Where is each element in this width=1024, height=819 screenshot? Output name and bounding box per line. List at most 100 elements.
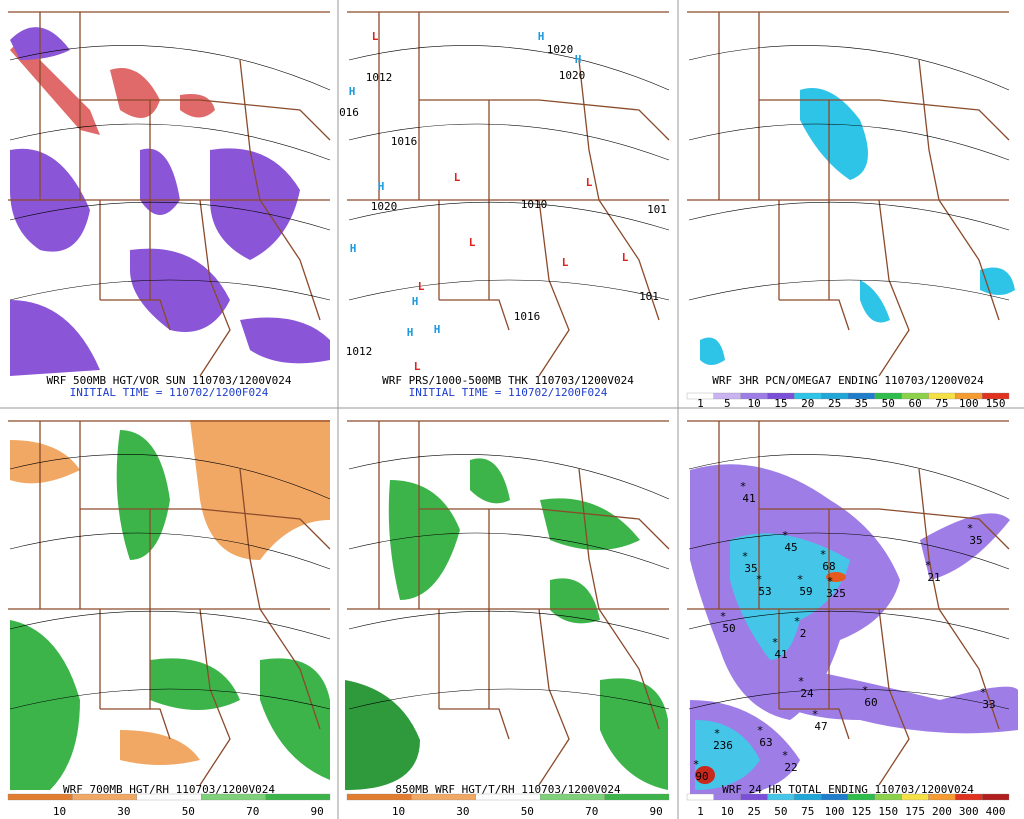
state-border: [439, 299, 510, 331]
colorbar-label: 400: [986, 805, 1006, 818]
station-star: *: [782, 529, 789, 542]
state-border: [259, 608, 321, 730]
colorbar-bin: [821, 793, 849, 801]
contour: [688, 454, 1010, 500]
station-total: 41: [774, 648, 787, 661]
contour: [9, 201, 331, 231]
colorbar-label: 75: [935, 397, 948, 410]
contour: [688, 45, 1010, 91]
colorbar-bin: [265, 793, 331, 801]
station-star: *: [714, 727, 721, 740]
contour: [688, 201, 1010, 231]
station-total: 45: [784, 541, 797, 554]
colorbar-bin: [901, 793, 929, 801]
station-total: 22: [784, 761, 797, 774]
contour: [688, 279, 1010, 301]
isobar-label: 1016: [514, 310, 541, 323]
colorbar-label: 175: [905, 805, 925, 818]
state-outlines: [8, 11, 1010, 786]
state-border: [199, 608, 231, 786]
state-border: [878, 508, 1010, 550]
state-border: [878, 99, 1010, 141]
colorbar-label: 25: [828, 397, 841, 410]
panel-caption: WRF 700MB HGT/RH 110703/1200V024: [63, 783, 275, 796]
low-marker: L: [562, 256, 569, 269]
colorbar-label: 1: [697, 805, 704, 818]
station-star: *: [862, 684, 869, 697]
state-border: [779, 708, 850, 740]
isobar-label: 1010: [521, 198, 548, 211]
contour: [348, 201, 670, 231]
colorbar-label: 50: [774, 805, 787, 818]
colorbar-bin: [847, 793, 875, 801]
colorbar-bin: [346, 793, 412, 801]
isobar-label: 1020: [559, 69, 586, 82]
contour: [348, 45, 670, 91]
isobar-label: 101: [639, 290, 659, 303]
colorbar-bin: [475, 793, 541, 801]
high-marker: H: [538, 30, 545, 43]
state-border: [239, 468, 261, 610]
state-border: [439, 708, 510, 740]
contour: [9, 45, 331, 91]
isobar-label: 1020: [547, 43, 574, 56]
station-total: 59: [799, 585, 812, 598]
colorbar-bin: [740, 793, 768, 801]
colorbar-label: 90: [649, 805, 662, 818]
contour: [348, 279, 670, 301]
station-star: *: [756, 573, 763, 586]
panel-caption: WRF 500MB HGT/VOR SUN 110703/1200V024: [46, 374, 291, 387]
panel-subcaption: INITIAL TIME = 110702/1200F024: [409, 386, 608, 399]
contour: [348, 688, 670, 710]
station-total: 35: [744, 562, 757, 575]
station-total: 47: [814, 720, 827, 733]
station-star: *: [740, 480, 747, 493]
isobar-label: 1012: [366, 71, 393, 84]
colorbar-label: 10: [392, 805, 405, 818]
high-marker: H: [349, 85, 356, 98]
contour: [348, 123, 670, 161]
colorbar-bin: [928, 793, 956, 801]
station-total: 325: [826, 587, 846, 600]
colorbar-bin: [874, 793, 902, 801]
state-border: [538, 199, 570, 377]
contour: [348, 454, 670, 500]
low-marker: L: [418, 280, 425, 293]
isobar-label: 1012: [346, 345, 373, 358]
station-total: 63: [759, 736, 772, 749]
colorbar-label: 70: [585, 805, 598, 818]
colorbar-bin: [982, 793, 1010, 801]
state-border: [578, 59, 600, 201]
colorbar-label: 50: [521, 805, 534, 818]
station-total: 24: [800, 687, 814, 700]
station-total: 53: [758, 585, 771, 598]
low-marker: L: [414, 360, 421, 373]
colorbar-label: 20: [801, 397, 814, 410]
panel-caption: 850MB WRF HGT/T/RH 110703/1200V024: [395, 783, 621, 796]
station-total: 68: [822, 560, 835, 573]
station-total: 60: [864, 696, 877, 709]
contour: [9, 123, 331, 161]
low-marker: L: [372, 30, 379, 43]
station-star: *: [693, 758, 700, 771]
panel-caption: WRF PRS/1000-500MB THK 110703/1200V024: [382, 374, 634, 387]
contour: [9, 610, 331, 640]
high-marker: H: [350, 242, 357, 255]
station-total: 33: [982, 698, 995, 711]
station-star: *: [925, 559, 932, 572]
state-border: [538, 99, 670, 141]
high-marker: H: [575, 53, 582, 66]
contour: [9, 279, 331, 301]
station-total: 21: [927, 571, 940, 584]
isobar-label: 016: [339, 106, 359, 119]
colorbar-label: 25: [747, 805, 760, 818]
station-total: 90: [695, 770, 708, 783]
colorbar-bin: [686, 793, 714, 801]
colorbar-label: 30: [117, 805, 130, 818]
state-border: [199, 508, 331, 550]
contour: [688, 532, 1010, 570]
state-border: [100, 299, 171, 331]
colorbar-label: 70: [246, 805, 259, 818]
station-star: *: [798, 675, 805, 688]
high-marker: H: [412, 295, 419, 308]
